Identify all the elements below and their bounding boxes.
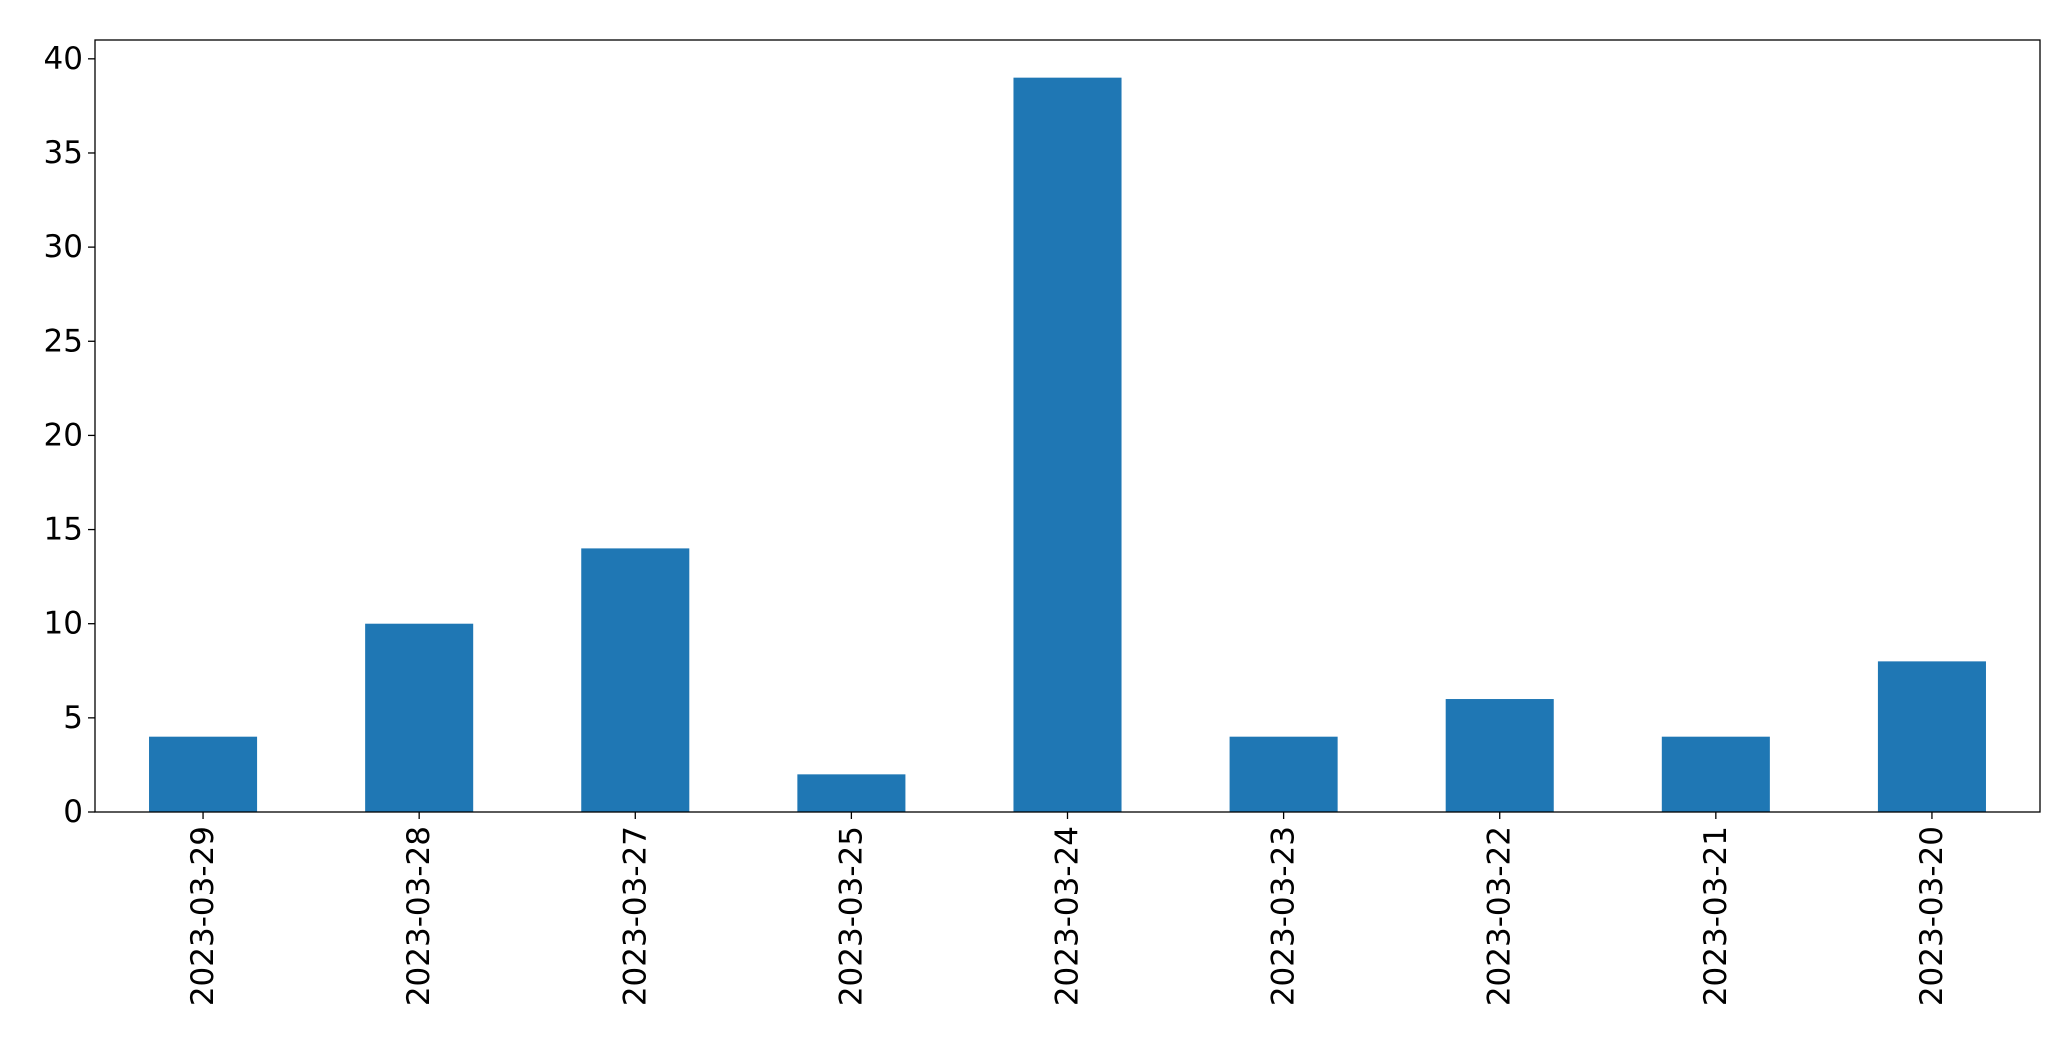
bar-2023-03-27 <box>581 548 690 812</box>
bar-2023-03-29 <box>149 736 258 812</box>
bar-2023-03-23 <box>1229 736 1338 812</box>
y-tick-label: 30 <box>44 229 83 265</box>
y-tick-label: 15 <box>44 512 83 548</box>
y-tick-label: 20 <box>44 417 83 453</box>
bar-2023-03-25 <box>797 774 906 812</box>
plot-area-frame <box>94 39 2041 813</box>
x-axis: 2023-03-29 2023-03-28 2023-03-27 2023-03-25… <box>185 812 1950 1006</box>
bar-2023-03-21 <box>1661 736 1770 812</box>
x-tick-label-2023-03-23: 2023-03-23 <box>1266 826 1302 1006</box>
y-tick-label: 5 <box>63 700 83 736</box>
bar-2023-03-28 <box>365 623 474 812</box>
bars-group <box>149 77 1986 812</box>
x-tick-label-2023-03-25: 2023-03-25 <box>833 826 869 1006</box>
x-tick-label-2023-03-24: 2023-03-24 <box>1050 826 1086 1006</box>
y-tick-label: 25 <box>44 323 83 359</box>
y-tick-label: 10 <box>44 606 83 642</box>
x-tick-label-2023-03-27: 2023-03-27 <box>617 826 653 1006</box>
bar-2023-03-22 <box>1445 699 1554 812</box>
x-tick-label-2023-03-22: 2023-03-22 <box>1482 826 1518 1006</box>
bar-2023-03-20 <box>1877 661 1986 812</box>
y-tick-label: 35 <box>44 135 83 171</box>
bar-2023-03-24 <box>1013 77 1122 812</box>
y-axis: 0 5 10 15 20 25 30 35 40 <box>44 41 95 830</box>
x-tick-label-2023-03-20: 2023-03-20 <box>1914 826 1950 1006</box>
y-tick-label: 0 <box>63 794 83 830</box>
x-tick-label-2023-03-28: 2023-03-28 <box>401 826 437 1006</box>
x-tick-label-2023-03-21: 2023-03-21 <box>1698 826 1734 1006</box>
y-tick-label: 40 <box>44 41 83 77</box>
x-tick-label-2023-03-29: 2023-03-29 <box>185 826 221 1006</box>
